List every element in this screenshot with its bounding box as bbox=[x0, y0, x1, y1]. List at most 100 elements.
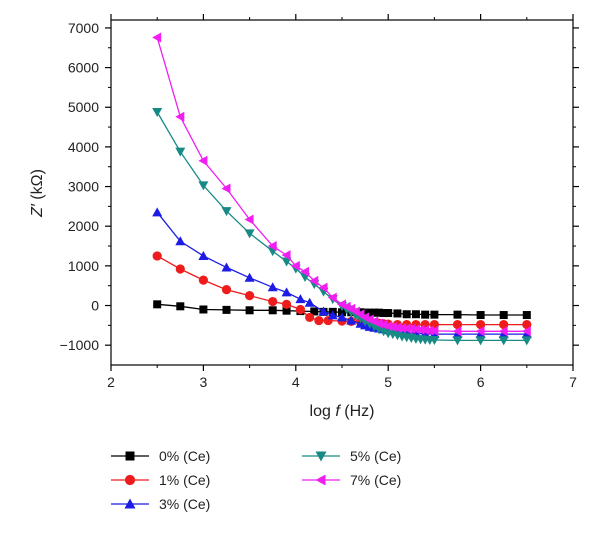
data-point bbox=[281, 257, 292, 267]
y-tick-label: 5000 bbox=[68, 99, 99, 115]
data-point bbox=[424, 325, 434, 336]
data-point bbox=[521, 336, 532, 346]
data-point bbox=[199, 305, 208, 314]
legend-swatch-marker bbox=[124, 498, 136, 509]
data-point bbox=[475, 336, 486, 346]
legend-swatch-marker bbox=[124, 474, 136, 486]
data-point bbox=[152, 207, 163, 217]
data-point bbox=[361, 308, 370, 317]
data-point bbox=[318, 306, 329, 316]
data-point bbox=[453, 310, 462, 319]
y-tick-label: −1000 bbox=[60, 337, 100, 353]
data-point bbox=[392, 322, 402, 333]
x-tick-label: 6 bbox=[477, 374, 485, 390]
data-point bbox=[327, 292, 337, 303]
axes-ticks: 2 3 4 5 6 7 −1000 0 1000 2000 3000 4000 5000 6000 7000 bbox=[60, 14, 579, 390]
data-point bbox=[420, 325, 430, 336]
y-tick-label: 0 bbox=[91, 298, 99, 314]
data-point bbox=[245, 306, 254, 315]
y-tick-label: 4000 bbox=[68, 139, 99, 155]
data-point bbox=[498, 336, 509, 346]
data-point bbox=[387, 321, 397, 332]
data-point bbox=[198, 275, 208, 285]
legend-label: 3% (Ce) bbox=[159, 496, 210, 512]
data-point bbox=[393, 309, 402, 318]
data-point bbox=[290, 260, 300, 271]
data-point bbox=[401, 323, 411, 334]
data-point bbox=[338, 308, 346, 317]
data-point bbox=[300, 266, 310, 277]
data-point bbox=[373, 318, 383, 329]
legend-label: 5% (Ce) bbox=[350, 448, 401, 464]
data-point bbox=[282, 306, 291, 315]
data-point bbox=[267, 241, 277, 252]
data-point bbox=[499, 311, 508, 320]
data-point bbox=[152, 251, 162, 261]
data-point bbox=[337, 312, 347, 322]
data-point bbox=[521, 326, 531, 337]
data-point bbox=[268, 296, 278, 307]
legend-label: 7% (Ce) bbox=[350, 472, 401, 488]
data-point bbox=[411, 310, 420, 319]
data-point bbox=[268, 306, 277, 315]
data-point bbox=[370, 308, 379, 317]
legend-label: 0% (Ce) bbox=[159, 448, 210, 464]
x-axis-label: log f (Hz) bbox=[310, 403, 375, 420]
series-line bbox=[156, 37, 527, 332]
x-tick-label: 7 bbox=[569, 374, 577, 390]
y-axis-label: Z′ (kΩ) bbox=[29, 169, 46, 218]
data-point bbox=[415, 324, 425, 335]
data-point bbox=[310, 307, 319, 316]
data-point bbox=[327, 310, 338, 320]
x-tick-label: 3 bbox=[200, 374, 208, 390]
data-point bbox=[406, 323, 416, 334]
data-point bbox=[410, 324, 420, 335]
data-point bbox=[421, 310, 430, 319]
x-tick-label: 4 bbox=[292, 374, 300, 390]
data-point bbox=[295, 304, 306, 315]
data-point bbox=[175, 111, 185, 122]
data-point bbox=[314, 315, 324, 326]
data-point bbox=[221, 262, 232, 272]
legend: 0% (Ce) 1% (Ce) 3% (Ce) 5% (Ce) 7% (Ce) bbox=[111, 448, 401, 512]
data-point bbox=[281, 299, 292, 309]
data-point bbox=[221, 207, 232, 217]
data-point bbox=[476, 311, 485, 320]
x-tick-label: 5 bbox=[384, 374, 392, 390]
data-point bbox=[430, 310, 439, 319]
data-point bbox=[176, 302, 185, 311]
data-point bbox=[452, 326, 462, 337]
data-point bbox=[374, 308, 383, 317]
data-point bbox=[429, 336, 440, 346]
data-point bbox=[476, 319, 486, 330]
legend-label: 1% (Ce) bbox=[159, 472, 210, 488]
y-tick-label: 3000 bbox=[68, 179, 99, 195]
data-point bbox=[267, 282, 278, 292]
data-point bbox=[522, 311, 531, 320]
y-tick-label: 1000 bbox=[68, 258, 99, 274]
data-point bbox=[175, 147, 186, 157]
legend-swatch-marker bbox=[315, 451, 327, 462]
data-point bbox=[305, 312, 315, 323]
data-point bbox=[244, 214, 254, 225]
data-point bbox=[175, 236, 186, 246]
data-point bbox=[475, 326, 485, 337]
data-point bbox=[198, 181, 209, 191]
data-point bbox=[522, 319, 532, 330]
x-tick-label: 2 bbox=[107, 374, 115, 390]
data-point bbox=[452, 319, 463, 330]
data-point bbox=[318, 282, 328, 293]
data-point bbox=[153, 300, 162, 309]
data-point bbox=[198, 155, 208, 166]
data-point bbox=[152, 32, 162, 43]
data-point bbox=[383, 321, 393, 332]
data-point bbox=[245, 291, 255, 301]
data-point bbox=[244, 229, 255, 239]
data-point bbox=[304, 297, 315, 307]
series-layer bbox=[152, 32, 532, 346]
data-point bbox=[498, 326, 508, 337]
data-point bbox=[397, 323, 407, 334]
legend-swatch-marker bbox=[315, 474, 326, 486]
data-point bbox=[198, 250, 209, 260]
